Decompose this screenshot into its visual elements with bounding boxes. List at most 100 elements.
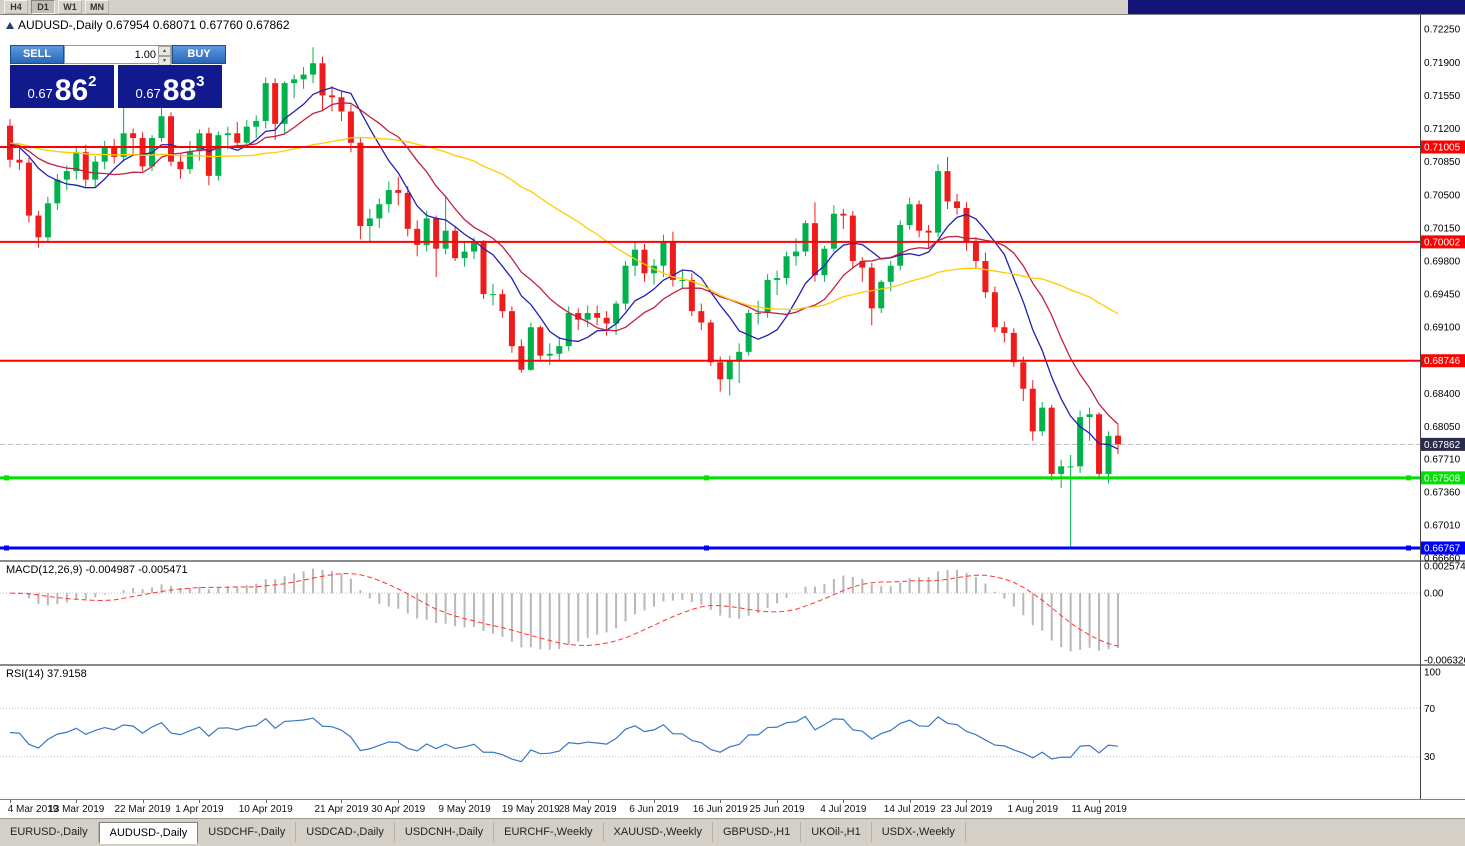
price-tick-label: 0.67710	[1424, 454, 1461, 465]
chart-tab-eurusd-daily[interactable]: EURUSD-,Daily	[0, 822, 99, 842]
chart-tab-ukoil-h1[interactable]: UKOil-,H1	[801, 822, 872, 842]
macd-scale-label: -0.006326	[1424, 656, 1465, 667]
macd-scale-label: 0.002574	[1424, 562, 1465, 573]
buy-price-sup: 3	[196, 73, 205, 90]
price-tick-label: 0.68050	[1424, 422, 1461, 433]
macd-indicator-label: MACD(12,26,9) -0.004987 -0.005471	[6, 564, 188, 576]
price-scale[interactable]	[1421, 15, 1465, 799]
chart-title: AUDUSD-,Daily 0.67954 0.68071 0.67760 0.…	[6, 18, 290, 32]
time-tick	[777, 800, 779, 803]
price-tick-label: 0.70500	[1424, 190, 1461, 201]
buy-price-small: 0.67	[135, 86, 161, 101]
time-tick	[966, 800, 968, 803]
buy-price-big: 88	[162, 74, 197, 107]
time-tick	[843, 800, 845, 803]
time-tick	[587, 800, 589, 803]
sell-price-small: 0.67	[27, 86, 53, 101]
price-line-label: 0.67862	[1424, 440, 1461, 451]
timeframe-button-w1[interactable]: W1	[58, 0, 82, 14]
timeframe-toolbar: H4 D1 W1 MN	[0, 0, 1465, 14]
time-tick	[199, 800, 201, 803]
chart-tab-usdcad-daily[interactable]: USDCAD-,Daily	[296, 822, 395, 842]
date-label: 21 Apr 2019	[314, 804, 369, 815]
chart-tab-usdx-weekly[interactable]: USDX-,Weekly	[872, 822, 966, 842]
volume-field[interactable]: 1.00 ▲ ▼	[64, 45, 172, 66]
date-label: 19 May 2019	[501, 804, 560, 815]
time-tick	[398, 800, 400, 803]
timeframe-button-mn[interactable]: MN	[85, 0, 109, 14]
chart-tab-usdcnh-daily[interactable]: USDCNH-,Daily	[395, 822, 495, 842]
buy-button[interactable]: BUY	[172, 45, 226, 64]
date-label: 4 Jul 2019	[820, 804, 867, 815]
sell-price-big: 86	[54, 74, 89, 107]
date-label: 14 Jul 2019	[883, 804, 936, 815]
sell-price-display[interactable]: 0.67 86 2	[10, 65, 114, 108]
price-tick-label: 0.71550	[1424, 91, 1461, 102]
time-tick	[1032, 800, 1034, 803]
macd-scale-label: 0.00	[1424, 589, 1444, 600]
price-tick-label: 0.68400	[1424, 389, 1461, 400]
chart-tabs-bar: EURUSD-,Daily AUDUSD-,Daily USDCHF-,Daily U…	[0, 818, 1465, 846]
rsi-indicator-label: RSI(14) 37.9158	[6, 668, 87, 680]
date-label: 25 Jun 2019	[749, 804, 805, 815]
chart-window: 0.72250 0.71900 0.71550 0.71200 0.70850 0.705…	[0, 14, 1465, 820]
time-tick	[265, 800, 267, 803]
time-tick	[653, 800, 655, 803]
price-line-label: 0.68746	[1424, 356, 1461, 367]
date-label: 10 Apr 2019	[238, 804, 293, 815]
date-label: 22 Mar 2019	[114, 804, 171, 815]
buy-price-display[interactable]: 0.67 88 3	[118, 65, 222, 108]
volume-value[interactable]: 1.00	[134, 48, 156, 61]
price-tick-label: 0.67360	[1424, 487, 1461, 498]
price-tick-label: 0.71200	[1424, 124, 1461, 135]
chart-tab-xauusd-weekly[interactable]: XAUUSD-,Weekly	[604, 822, 713, 842]
time-tick	[909, 800, 911, 803]
chart-icon	[6, 22, 14, 29]
date-label: 6 Jun 2019	[629, 804, 679, 815]
date-label: 30 Apr 2019	[371, 804, 426, 815]
rsi-scale-label: 30	[1424, 752, 1436, 763]
price-line-label: 0.67508	[1424, 473, 1461, 484]
date-label: 11 Aug 2019	[1071, 804, 1127, 815]
time-tick	[530, 800, 532, 803]
price-line-label: 0.71005	[1424, 142, 1461, 153]
price-line-label: 0.66767	[1424, 543, 1461, 554]
date-label: 28 May 2019	[558, 804, 617, 815]
timeframe-buttons: H4 D1 W1 MN	[4, 0, 109, 14]
price-tick-label: 0.69800	[1424, 257, 1461, 268]
price-chart-canvas[interactable]: 0.72250 0.71900 0.71550 0.71200 0.70850 0.705…	[0, 15, 1465, 799]
date-label: 4 Mar 2019	[7, 804, 59, 815]
volume-spinner: ▲ ▼	[158, 46, 171, 66]
timeframe-button-h4[interactable]: H4	[4, 0, 28, 14]
timeframe-button-d1[interactable]: D1	[31, 0, 55, 14]
chart-tab-eurchf-weekly[interactable]: EURCHF-,Weekly	[494, 822, 604, 842]
volume-up-button[interactable]: ▲	[158, 46, 171, 56]
date-label: 1 Aug 2019	[1007, 804, 1059, 815]
price-tick-label: 0.70150	[1424, 223, 1461, 234]
sell-button[interactable]: SELL	[10, 45, 64, 64]
sell-price-sup: 2	[88, 73, 97, 90]
price-tick-label: 0.71900	[1424, 58, 1461, 69]
chart-tab-gbpusd-h1[interactable]: GBPUSD-,H1	[713, 822, 802, 842]
date-label: 16 Jun 2019	[692, 804, 748, 815]
time-tick	[341, 800, 343, 803]
date-label: 23 Jul 2019	[940, 804, 993, 815]
date-label: 13 Mar 2019	[48, 804, 105, 815]
time-tick	[720, 800, 722, 803]
chart-tab-usdchf-daily[interactable]: USDCHF-,Daily	[198, 822, 297, 842]
price-line-label: 0.70002	[1424, 237, 1461, 248]
time-tick	[1099, 800, 1101, 803]
rsi-scale-label: 70	[1424, 704, 1436, 715]
date-label: 9 May 2019	[438, 804, 491, 815]
chart-tab-audusd-daily[interactable]: AUDUSD-,Daily	[98, 822, 199, 844]
time-tick	[76, 800, 78, 803]
time-scale[interactable]: 4 Mar 2019 13 Mar 2019 22 Mar 2019 1 Apr 20…	[0, 799, 1465, 820]
one-click-trading-panel: SELL 1.00 ▲ ▼ BUY 0.67 86 2 0.67 88 3	[10, 45, 226, 108]
price-tick-label: 0.66660	[1424, 554, 1461, 565]
price-tick-label: 0.69100	[1424, 323, 1461, 334]
time-tick	[10, 800, 11, 803]
date-label: 1 Apr 2019	[175, 804, 224, 815]
titlebar-remnant	[1128, 0, 1465, 14]
chart-title-text: AUDUSD-,Daily 0.67954 0.68071 0.67760 0.…	[18, 18, 290, 32]
